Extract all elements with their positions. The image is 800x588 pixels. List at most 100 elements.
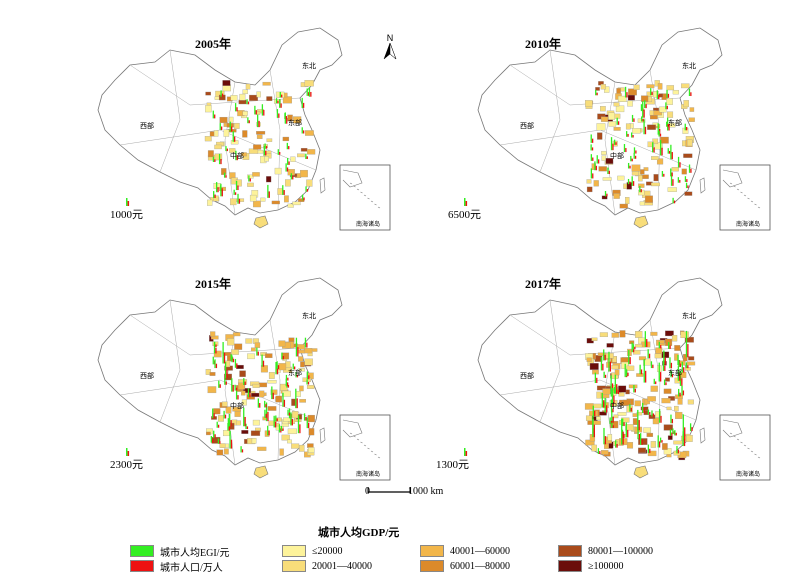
population-bar [592, 157, 594, 161]
population-bar [302, 130, 305, 134]
population-bar [617, 121, 620, 125]
population-bar [272, 392, 274, 400]
population-bar [649, 412, 651, 415]
city-polygon [646, 432, 654, 437]
population-bar [279, 151, 281, 155]
population-bar [669, 345, 671, 349]
city-polygon [651, 156, 659, 160]
city-polygon [209, 372, 216, 376]
city-polygon [647, 450, 657, 457]
city-polygon [230, 198, 237, 206]
egi-bar [604, 397, 606, 413]
province-boundary [539, 299, 561, 423]
city-polygon [300, 147, 308, 152]
legend-item-egi: 城市人均EGI/元 [130, 545, 229, 559]
egi-bar [614, 374, 616, 394]
map-panel-2017: 西部 中部 东部 东北 南海诸岛 2017年 1300元 [400, 260, 780, 500]
population-bar [679, 162, 681, 168]
population-bar [643, 109, 645, 118]
population-bar [232, 358, 235, 363]
egi-bar [624, 363, 626, 378]
city-polygon [270, 389, 278, 395]
population-bar [236, 363, 238, 368]
region-label-central: 中部 [230, 401, 244, 410]
city-polygon [647, 141, 654, 148]
city-polygon [633, 349, 641, 355]
population-bar [642, 118, 644, 122]
egi-bar [603, 427, 605, 445]
population-bar [687, 365, 689, 369]
egi-bar [301, 97, 303, 108]
bar-scale-value: 1000元 [110, 209, 143, 221]
city-polygon [589, 363, 599, 370]
population-bar [238, 198, 241, 204]
population-bar [248, 120, 250, 124]
egi-bar [295, 337, 298, 357]
egi-bar [637, 409, 639, 431]
city-polygon [684, 191, 693, 196]
region-label-central: 中部 [230, 151, 244, 160]
legend-item-gdp-class: ≥100000 [558, 560, 624, 572]
population-bar [671, 172, 673, 177]
egi-bar [621, 429, 624, 438]
population-bar [285, 116, 287, 119]
population-bar [595, 165, 597, 171]
population-bar [684, 427, 686, 441]
city-polygon [597, 132, 603, 140]
city-polygon [659, 106, 667, 113]
population-bar [625, 148, 627, 153]
egi-bar [615, 440, 617, 448]
city-polygon [674, 345, 681, 351]
hainan-island [633, 215, 649, 229]
population-bar [613, 395, 615, 404]
population-bar [622, 431, 624, 445]
city-polygon [643, 427, 652, 433]
population-bar [667, 93, 670, 98]
city-polygon [619, 330, 626, 338]
city-polygon [223, 430, 230, 437]
city-polygon [653, 174, 659, 182]
egi-bar [261, 104, 264, 116]
city-polygon [238, 99, 247, 105]
egi-bar [656, 90, 658, 100]
city-polygon [593, 180, 599, 187]
city-polygon [652, 417, 660, 425]
egi-bar [273, 415, 275, 428]
city-polygon [656, 158, 664, 165]
scale-bar-egi [126, 448, 128, 456]
population-bar [288, 161, 290, 165]
city-polygon [222, 80, 231, 86]
population-bar [277, 100, 279, 104]
inset-frame [339, 164, 391, 231]
egi-bar [212, 110, 214, 119]
inset-dash [733, 185, 736, 188]
egi-bar [282, 185, 284, 195]
egi-bar [276, 109, 279, 118]
population-bar [611, 383, 614, 392]
population-bar [671, 418, 674, 424]
city-polygon [611, 332, 619, 338]
city-polygon [308, 447, 315, 453]
province-boundary [129, 314, 301, 356]
egi-bar [610, 137, 613, 151]
population-bar [221, 190, 223, 197]
egi-bar [214, 359, 216, 369]
population-bar [291, 418, 293, 426]
population-bar [629, 357, 631, 365]
city-polygon [306, 179, 313, 187]
egi-bar [597, 448, 600, 455]
egi-bar [610, 399, 613, 408]
egi-bar [628, 350, 630, 365]
egi-bar [590, 154, 593, 161]
population-bar [617, 390, 620, 395]
city-polygon [631, 164, 641, 172]
population-bar [224, 414, 227, 419]
city-polygon [207, 199, 213, 206]
egi-bar [625, 131, 628, 137]
city-polygon [632, 413, 638, 417]
city-polygon [661, 398, 671, 404]
population-bar [646, 339, 648, 347]
population-bar [612, 408, 614, 413]
city-polygon [640, 169, 645, 175]
population-bar [308, 422, 310, 429]
